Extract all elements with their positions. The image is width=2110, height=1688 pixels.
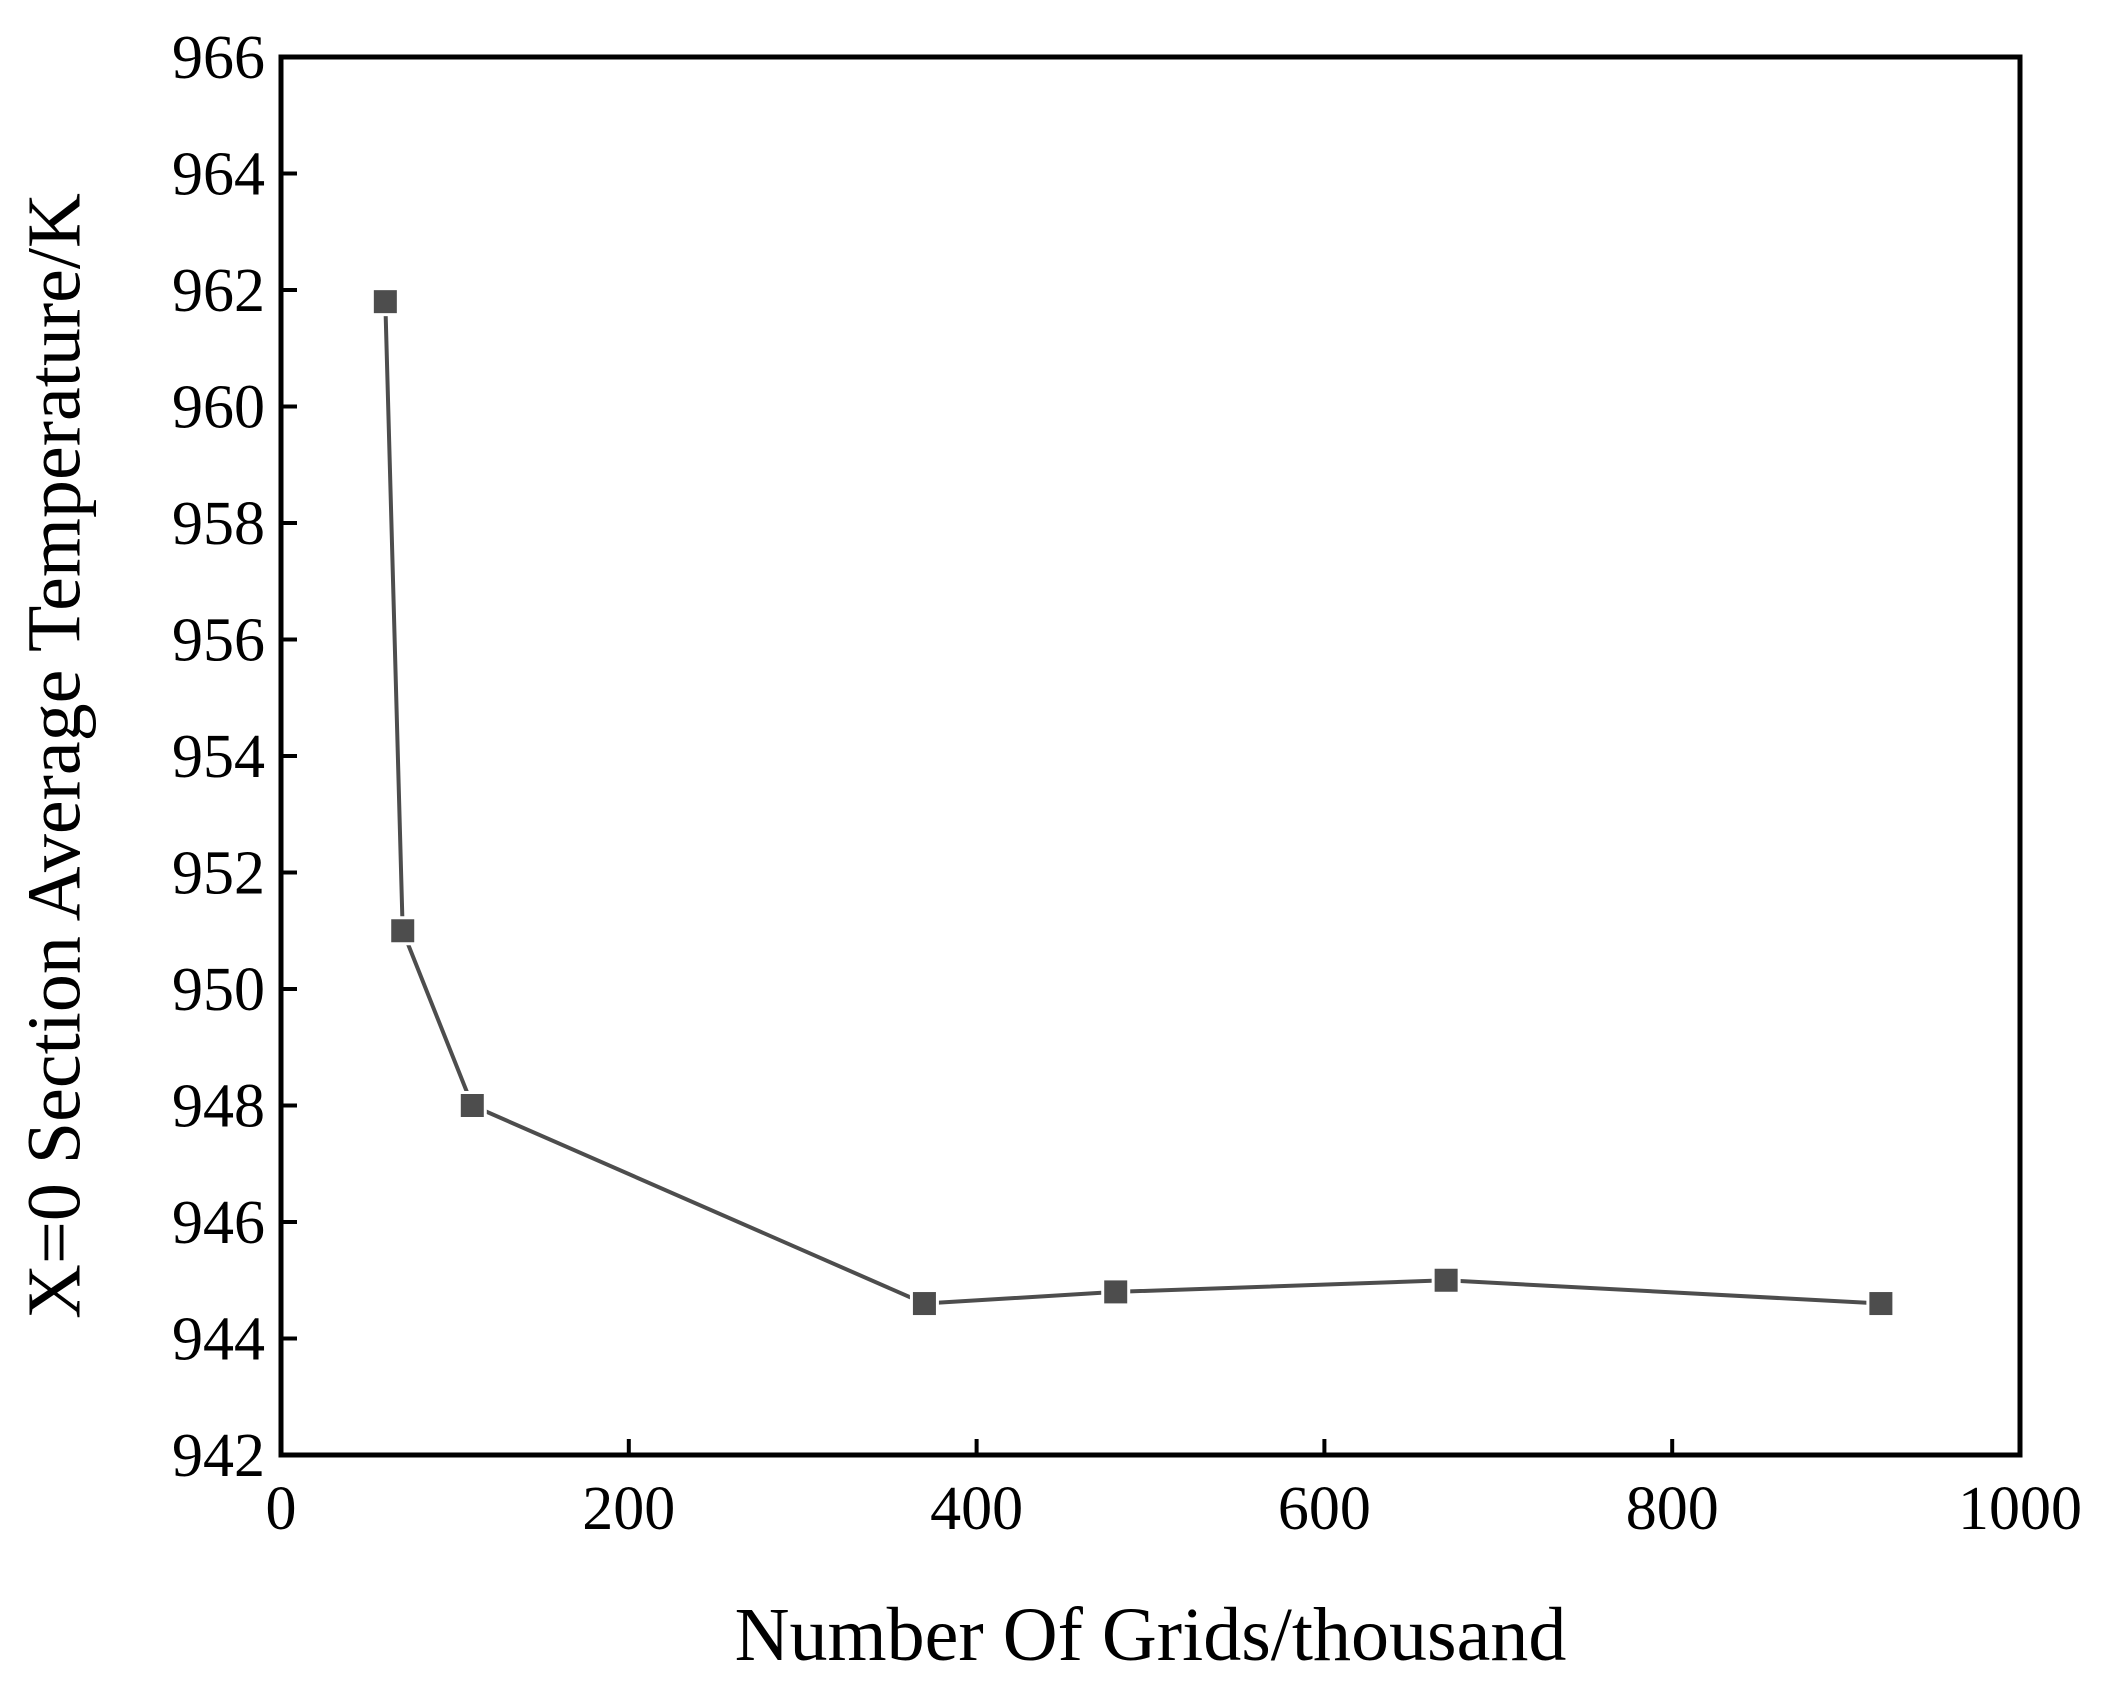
y-tick-label-950: 950 [172, 956, 265, 1024]
plot-frame [278, 54, 2023, 1458]
data-point-6 [1866, 1289, 1896, 1319]
series-line-0 [383, 301, 1882, 1306]
data-point-2 [457, 1091, 487, 1120]
y-tick-label-956: 956 [172, 607, 265, 675]
y-tick-label-946: 946 [172, 1189, 265, 1257]
y-tick-label-952: 952 [172, 840, 265, 908]
y-tick-label-966: 966 [172, 24, 265, 92]
axis-ticks [279, 55, 2022, 1457]
data-point-0 [370, 287, 400, 317]
data-point-4 [1101, 1277, 1131, 1307]
data-series [370, 287, 1896, 1319]
tick-labels: 0 200 400 600 800 1000 942 944 946 948 950 952 954 95… [172, 24, 2082, 1543]
data-point-1 [388, 916, 418, 946]
x-tick-label-600: 600 [1278, 1475, 1371, 1543]
x-tick-label-800: 800 [1626, 1475, 1719, 1543]
data-point-5 [1431, 1265, 1461, 1295]
x-tick-label-1000: 1000 [1958, 1475, 2082, 1543]
x-axis-title: Number Of Grids/thousand [735, 1593, 1567, 1677]
x-tick-label-400: 400 [930, 1475, 1023, 1543]
data-point-3 [909, 1289, 939, 1319]
y-tick-label-954: 954 [172, 723, 265, 791]
y-tick-label-944: 944 [172, 1306, 265, 1374]
y-tick-label-960: 960 [172, 374, 265, 442]
x-tick-label-200: 200 [582, 1475, 675, 1543]
y-tick-label-962: 962 [172, 257, 265, 325]
y-tick-label-958: 958 [172, 490, 265, 558]
y-tick-label-948: 948 [172, 1073, 265, 1141]
x-tick-label-0: 0 [266, 1475, 297, 1543]
y-tick-label-942: 942 [172, 1422, 265, 1490]
y-tick-label-964: 964 [172, 141, 265, 209]
y-axis-title: X=0 Section Average Temperature/K [12, 193, 96, 1319]
